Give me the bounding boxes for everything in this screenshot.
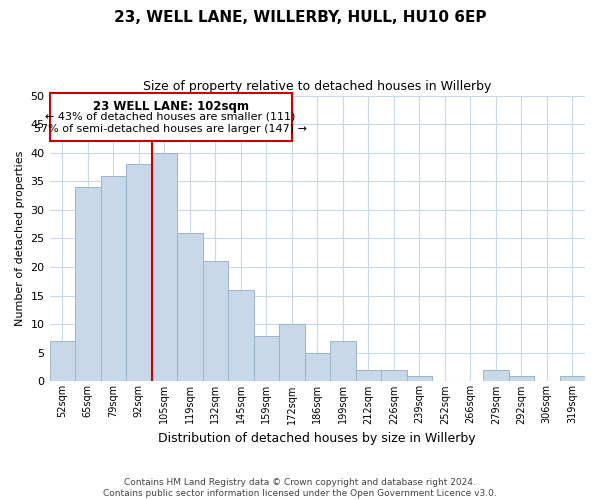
Bar [152,152,177,382]
Bar [483,370,509,382]
Bar [228,290,254,382]
Bar [407,376,432,382]
Y-axis label: Number of detached properties: Number of detached properties [15,151,25,326]
FancyBboxPatch shape [50,92,292,142]
Text: 23 WELL LANE: 102sqm: 23 WELL LANE: 102sqm [92,100,248,113]
Bar [305,353,330,382]
Bar [203,262,228,382]
Bar [50,342,75,382]
Bar [75,187,101,382]
Text: Contains HM Land Registry data © Crown copyright and database right 2024.
Contai: Contains HM Land Registry data © Crown c… [103,478,497,498]
Text: 23, WELL LANE, WILLERBY, HULL, HU10 6EP: 23, WELL LANE, WILLERBY, HULL, HU10 6EP [114,10,486,25]
Bar [509,376,534,382]
Text: ← 43% of detached houses are smaller (111): ← 43% of detached houses are smaller (11… [46,112,296,122]
Text: 57% of semi-detached houses are larger (147) →: 57% of semi-detached houses are larger (… [34,124,307,134]
Bar [381,370,407,382]
Bar [177,233,203,382]
Bar [356,370,381,382]
Title: Size of property relative to detached houses in Willerby: Size of property relative to detached ho… [143,80,491,93]
Bar [254,336,279,382]
X-axis label: Distribution of detached houses by size in Willerby: Distribution of detached houses by size … [158,432,476,445]
Bar [560,376,585,382]
Bar [126,164,152,382]
Bar [279,324,305,382]
Bar [330,342,356,382]
Bar [101,176,126,382]
